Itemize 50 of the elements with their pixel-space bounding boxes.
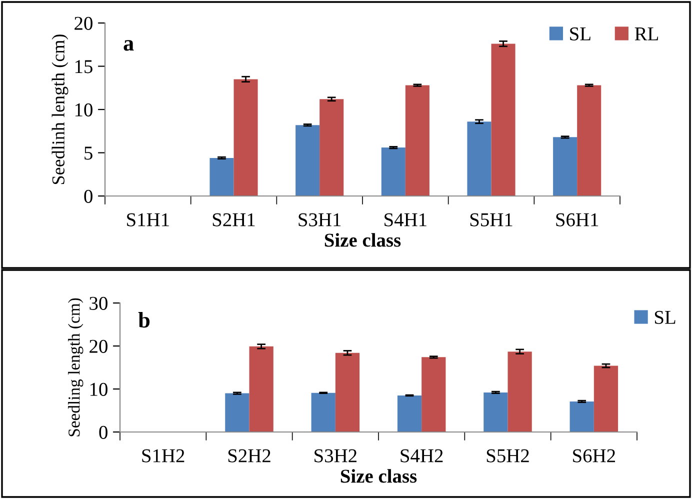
bar	[381, 148, 406, 196]
y-axis-title: Seedlinh length (cm)	[52, 34, 68, 184]
y-tick-label: 0	[99, 426, 108, 439]
bar	[577, 85, 602, 196]
y-tick-label: 15	[75, 60, 92, 74]
bar	[225, 393, 250, 432]
x-tick-label: S1H2	[142, 449, 184, 462]
y-tick-label: 10	[75, 103, 92, 116]
bar	[320, 99, 344, 196]
bar	[594, 366, 618, 432]
bar	[491, 44, 516, 196]
x-axis-title: Size class	[324, 233, 401, 247]
annotation: b	[138, 312, 150, 328]
bar	[397, 395, 422, 432]
bar	[553, 137, 578, 196]
y-tick-label: 0	[84, 190, 92, 203]
bar	[484, 392, 508, 432]
bar	[311, 392, 336, 432]
bar	[422, 357, 446, 432]
x-axis-title: Size class	[340, 469, 417, 483]
x-tick-label: S4H1	[384, 213, 426, 226]
bar	[335, 352, 360, 432]
x-tick-label: S6H2	[573, 449, 615, 462]
x-tick-label: S5H1	[470, 213, 512, 226]
x-tick-label: S2H1	[212, 213, 255, 226]
y-axis-title: Seedling length (cm)	[68, 298, 84, 436]
annotation: a	[124, 40, 134, 51]
legend-label: SL	[654, 310, 676, 324]
x-tick-label: S1H1	[127, 213, 169, 226]
y-tick-label: 30	[90, 296, 108, 310]
bar	[234, 79, 258, 196]
bar	[210, 158, 234, 196]
bar	[570, 401, 594, 432]
x-tick-label: S6H1	[556, 213, 598, 226]
y-tick-label: 20	[90, 340, 108, 353]
y-tick-label: 5	[84, 146, 92, 160]
x-tick-label: S3H2	[314, 449, 356, 462]
x-tick-label: S5H2	[486, 449, 529, 462]
legend-label: RL	[634, 28, 658, 40]
bar	[249, 346, 274, 432]
legend-label: SL	[570, 27, 590, 40]
bar	[296, 125, 320, 196]
bar	[467, 122, 492, 196]
y-tick-label: 20	[74, 16, 92, 30]
x-tick-label: S2H2	[228, 449, 270, 462]
y-tick-label: 10	[90, 382, 108, 396]
x-tick-label: S3H1	[298, 213, 341, 226]
bar	[405, 85, 430, 196]
bar	[508, 352, 532, 432]
x-tick-label: S4H2	[400, 449, 443, 462]
